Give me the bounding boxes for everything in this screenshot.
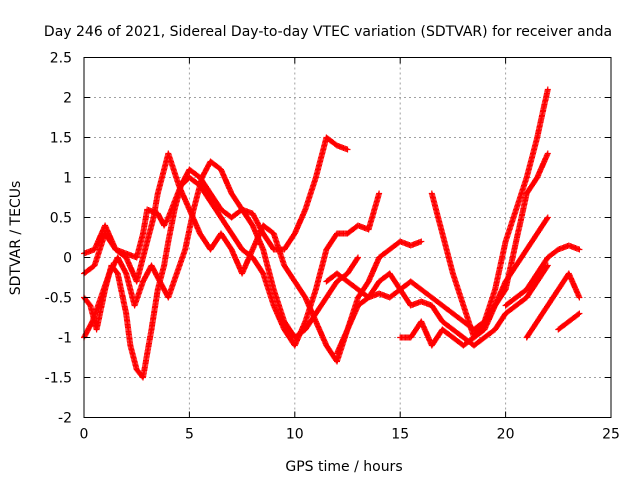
x-tick-label: 0	[80, 427, 89, 443]
x-axis-label: GPS time / hours	[285, 459, 402, 475]
series-track-9	[502, 242, 583, 309]
y-tick-label: 0	[63, 251, 72, 267]
x-tick-label: 10	[286, 427, 304, 443]
chart-title: Day 246 of 2021, Sidereal Day-to-day VTE…	[44, 24, 612, 40]
marker-trace	[397, 150, 551, 349]
x-tick-label: 5	[185, 427, 194, 443]
marker-trace	[502, 242, 583, 309]
y-tick-label: 1.5	[50, 131, 72, 147]
series-track-7	[397, 150, 551, 349]
y-tick-label: 0.5	[50, 211, 72, 227]
axis-ticks: 0 5 10 15 20 25 -2 -1.5 -1 -0.5 0 0.5 1 1.5 2 2.5	[45, 51, 620, 443]
x-tick-label: 25	[602, 427, 620, 443]
marker-trace	[428, 86, 551, 341]
series-track-6	[334, 262, 551, 357]
y-tick-label: 1	[63, 171, 72, 187]
data-marks	[81, 86, 583, 381]
x-tick-label: 15	[391, 427, 409, 443]
y-tick-label: 2.5	[50, 51, 72, 67]
marker-trace	[555, 310, 583, 333]
y-tick-label: -1	[58, 331, 72, 347]
series-track-11	[555, 310, 583, 333]
y-tick-label: -0.5	[45, 291, 72, 307]
series-track-10	[523, 270, 583, 341]
y-tick-label: -2	[58, 411, 72, 427]
marker-trace	[334, 262, 551, 357]
y-tick-label: -1.5	[45, 371, 72, 387]
marker-trace	[523, 270, 583, 341]
series-track-8	[428, 86, 551, 341]
plot-frame	[83, 57, 612, 418]
y-tick-label: 2	[63, 91, 72, 107]
y-axis-label: SDTVAR / TECUs	[8, 181, 24, 296]
x-tick-label: 20	[497, 427, 515, 443]
